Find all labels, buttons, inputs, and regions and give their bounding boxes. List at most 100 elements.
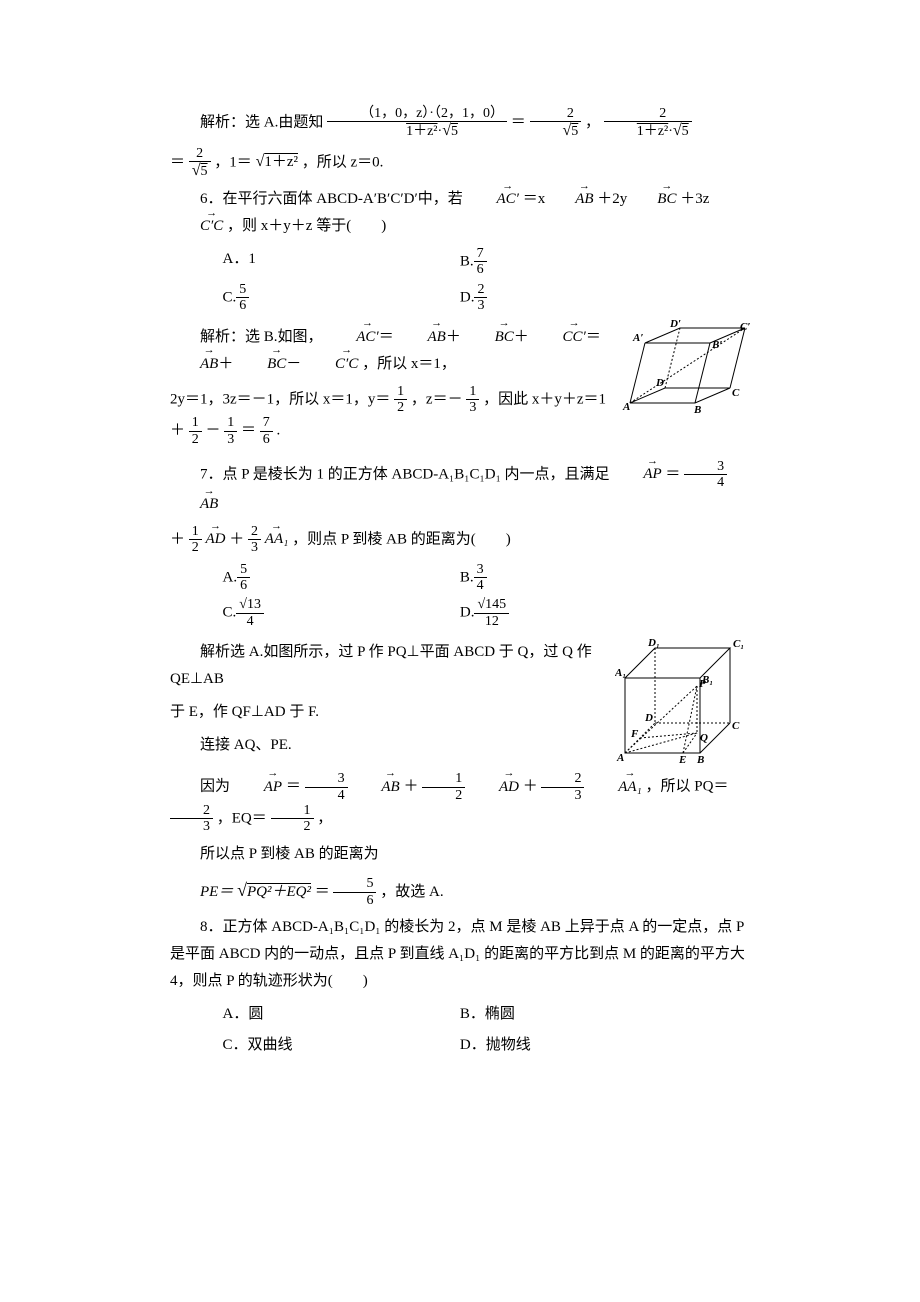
frac-num: 2 <box>604 106 692 122</box>
q6-stem: 6．在平行六面体 ABCD-A′B′C′D′中，若 AC′ ＝xAB ＋2yBC… <box>170 186 750 240</box>
vec: BC <box>237 351 286 378</box>
q7-opts-row2: C.√134 D.√14512 <box>170 597 750 629</box>
text: ，EQ＝ <box>217 810 267 826</box>
q8-opts-row1: A．圆 B．椭圆 <box>170 1001 750 1028</box>
q6-sol-line2: 2y＝1，3z＝－1，所以 x＝1，y＝ 12 ，z＝－ 13 ，因此 x＋y＋… <box>170 384 610 448</box>
q7-stem-line1: 7．点 P 是棱长为 1 的正方体 ABCD-A₁B₁C₁D₁ 内一点，且满足 … <box>170 459 750 518</box>
q5-frac-2over5: 2 √5 <box>530 106 582 140</box>
vec: AP <box>234 774 282 801</box>
text: ＝ <box>315 884 330 900</box>
text: ＋ <box>170 531 185 547</box>
vec: BC <box>465 324 514 351</box>
text: ，所以 PQ＝ <box>646 779 729 795</box>
svg-text:C₁: C₁ <box>733 638 744 650</box>
text: ，则 x＋y＋z 等于( ) <box>227 218 386 234</box>
vec: AB <box>170 351 218 378</box>
vec-cc: C′C <box>170 213 223 240</box>
text: ， <box>317 810 332 826</box>
q7-sol-line2: 于 E，作 QF⊥AD 于 F. <box>170 699 605 726</box>
q8-opts-row2: C．双曲线 D．抛物线 <box>170 1032 750 1059</box>
text: 因为 <box>200 779 230 795</box>
q7-opt-a: A.56 <box>170 562 460 594</box>
text: ＝ <box>665 466 680 482</box>
q6-opt-d: D.23 <box>460 282 750 314</box>
q5-sol-prefix: 解析：选 A.由题知 <box>200 114 323 130</box>
vec-ac: AC′ <box>466 186 518 213</box>
text: ＋3z <box>680 191 709 207</box>
text: ＋ <box>229 531 244 547</box>
q8-opt-a: A．圆 <box>170 1001 460 1028</box>
q7-stem-line2: ＋ 12 AD ＋ 23 AA₁ ，则点 P 到棱 AB 的距离为( ) <box>170 524 750 556</box>
frac-num: （1，0，z）·（2，1，0） <box>327 106 507 122</box>
svg-text:D₁: D₁ <box>647 637 660 649</box>
frac-num: 2 <box>530 106 582 122</box>
vec-ap: AP <box>613 461 661 488</box>
text: 6．在平行六面体 ABCD-A′B′C′D′中，若 <box>200 191 463 207</box>
svg-text:A: A <box>616 752 624 763</box>
vec: AA₁ <box>588 774 642 801</box>
text: ，故选 A. <box>380 884 443 900</box>
vec: AB <box>397 324 445 351</box>
vec-ad: AD <box>206 526 226 553</box>
text: ＝ <box>241 423 256 439</box>
vec: C′C <box>305 351 358 378</box>
q6-opts-row2: C.56 D.23 <box>170 282 750 314</box>
frac-num: 2 <box>189 146 211 162</box>
frac-den: 1＋z²·√5 <box>327 122 507 140</box>
frac-den: 1＋z²·√5 <box>604 122 692 140</box>
svg-text:A′: A′ <box>632 332 643 344</box>
q6-solution-with-fig: 解析：选 B.如图， AC′＝ AB＋ BC＋ CC′＝ AB＋ BC－ C′C… <box>170 318 750 454</box>
q6-opt-b: B.76 <box>460 246 750 278</box>
vec-ab: AB <box>170 491 218 518</box>
q7-solution-with-fig: 解析选 A.如图所示，过 P 作 PQ⊥平面 ABCD 于 Q，过 Q 作 QE… <box>170 633 750 765</box>
cube-figure: ABCD A₁B₁C₁D₁ PQEF <box>615 633 750 763</box>
q5-frac-long: 2 1＋z²·√5 <box>604 106 692 140</box>
text: ＝ <box>170 154 185 170</box>
svg-text:D: D <box>644 712 653 724</box>
vec: CC′ <box>533 324 586 351</box>
svg-text:B′: B′ <box>711 339 722 351</box>
q7-sol-line3: 连接 AQ、PE. <box>170 732 605 759</box>
text: ，所以 z＝0. <box>302 154 384 170</box>
q8-opt-b: B．椭圆 <box>460 1001 750 1028</box>
svg-text:C: C <box>732 387 740 399</box>
q7-opt-d: D.√14512 <box>460 597 750 629</box>
q7-opt-c: C.√134 <box>170 597 460 629</box>
svg-text:P: P <box>699 678 706 690</box>
q5-frac-2over5b: 2 √5 <box>189 146 211 180</box>
q7-sol-line6: PE＝ √PQ²＋EQ² ＝ 56 ，故选 A. <box>170 874 750 908</box>
text: . <box>277 423 281 439</box>
text: 7．点 P 是棱长为 1 的正方体 ABCD-A₁B₁C₁D₁ 内一点，且满足 <box>200 466 610 482</box>
q7-sol-line1: 解析选 A.如图所示，过 P 作 PQ⊥平面 ABCD 于 Q，过 Q 作 QE… <box>170 639 605 693</box>
q7-sol-line4: 因为 AP ＝ 34 AB ＋ 12 AD ＋ 23 AA₁ ，所以 PQ＝ 2… <box>170 771 750 835</box>
q6-opts-row1: A．1 B.76 <box>170 246 750 278</box>
q6-sol-line1: 解析：选 B.如图， AC′＝ AB＋ BC＋ CC′＝ AB＋ BC－ C′C… <box>170 324 610 378</box>
text: ＝x <box>523 191 546 207</box>
svg-text:C: C <box>732 720 740 732</box>
text: ，则点 P 到棱 AB 的距离为( ) <box>292 531 511 547</box>
q8-stem: 8．正方体 ABCD-A₁B₁C₁D₁ 的棱长为 2，点 M 是棱 AB 上异于… <box>170 914 750 995</box>
q5-solution-line1: 解析：选 A.由题知 （1，0，z）·（2，1，0） 1＋z²·√5 ＝ 2 √… <box>170 106 750 140</box>
svg-text:B: B <box>693 404 701 413</box>
svg-text:A₁: A₁ <box>615 667 626 679</box>
sqrt-expr: √1＋z² <box>256 154 298 170</box>
q6-opt-c: C.56 <box>170 282 460 314</box>
parallelepiped-figure: ABCD A′B′C′D′ <box>620 318 750 413</box>
text: 2y＝1，3z＝－1，所以 x＝1，y＝ <box>170 391 390 407</box>
svg-text:C′: C′ <box>740 321 750 333</box>
svg-text:E: E <box>678 754 686 763</box>
text: ，1＝ <box>214 154 252 170</box>
svg-text:D′: D′ <box>669 318 681 330</box>
q8-opt-d: D．抛物线 <box>460 1032 750 1059</box>
text: ＋2y <box>597 191 627 207</box>
svg-text:F: F <box>630 728 639 740</box>
q5-solution-line2: ＝ 2 √5 ，1＝ √1＋z² ，所以 z＝0. <box>170 146 750 180</box>
vec-bc: BC <box>627 186 676 213</box>
q6-opt-a: A．1 <box>170 246 460 278</box>
q7-opts-row1: A.56 B.34 <box>170 562 750 594</box>
text: － <box>206 423 221 439</box>
vec-ab: AB <box>545 186 593 213</box>
q8-opt-c: C．双曲线 <box>170 1032 460 1059</box>
svg-text:A: A <box>622 401 630 413</box>
vec-aa1: AA₁ <box>265 526 289 553</box>
